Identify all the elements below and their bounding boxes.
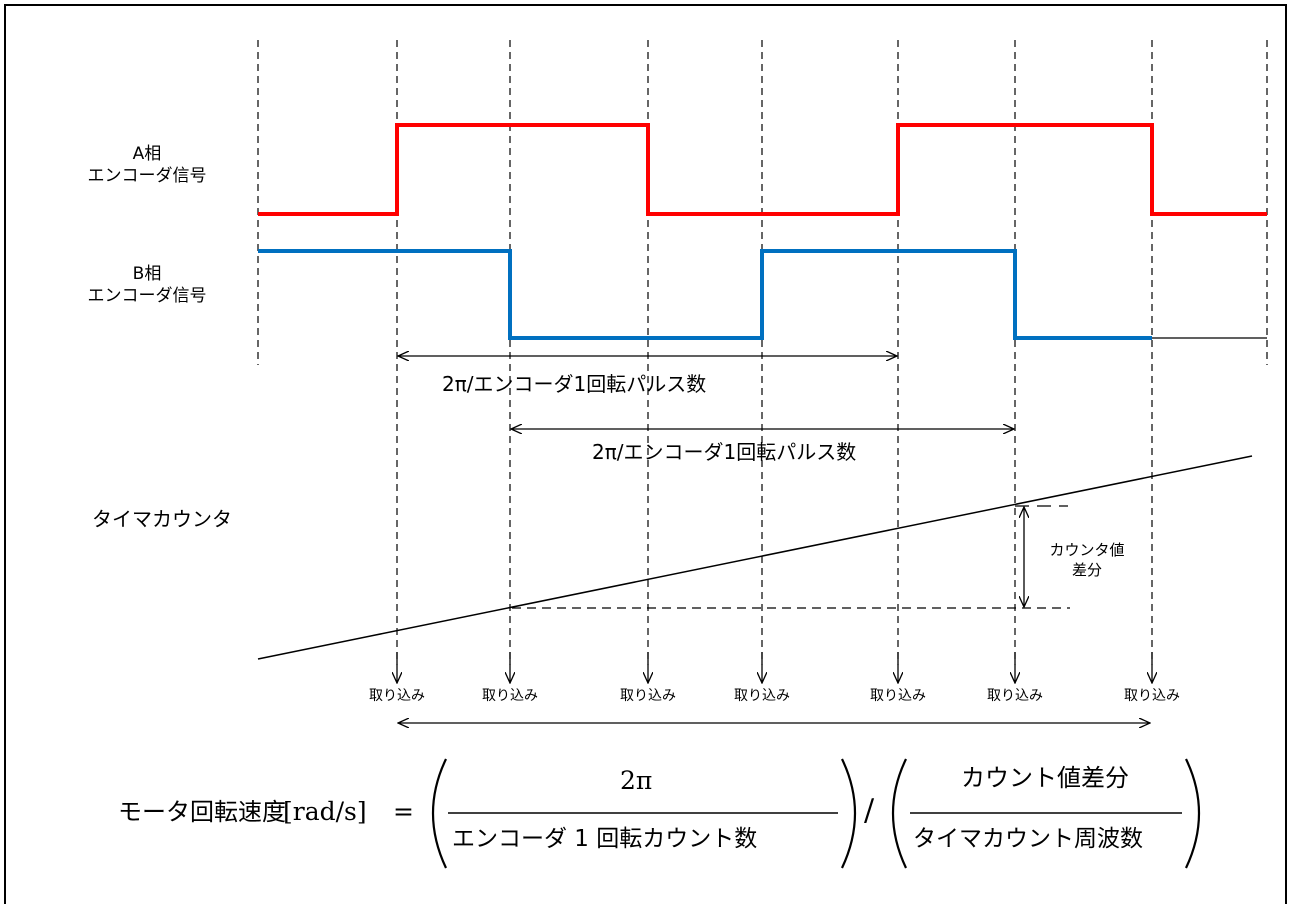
capture-label: 取り込み xyxy=(987,688,1043,704)
capture-label: 取り込み xyxy=(1124,688,1180,704)
capture-label: 取り込み xyxy=(369,688,425,704)
phase-a-desc: エンコーダ信号 xyxy=(87,166,207,187)
phase-b-label: B相 エンコーダ信号 xyxy=(72,263,222,307)
diagram-border xyxy=(4,4,1287,904)
capture-label: 取り込み xyxy=(482,688,538,704)
formula-numerator-1: 2π xyxy=(620,766,653,795)
phase-b-desc: エンコーダ信号 xyxy=(87,286,207,307)
formula-equals: = xyxy=(393,797,414,826)
counter-diff-label: カウンタ値 差分 xyxy=(1032,540,1142,581)
formula-denominator-2: タイマカウント周波数 xyxy=(913,826,1143,852)
phase-a-waveform xyxy=(258,123,1267,216)
capture-arrows xyxy=(397,652,1152,683)
formula-divide: / xyxy=(864,793,875,828)
phase-a-name: A相 xyxy=(132,144,162,164)
phase-b-period-label: 2π/エンコーダ1回転パルス数 xyxy=(592,440,857,464)
formula-denominator-1: エンコーダ 1 回転カウント数 xyxy=(452,826,758,852)
phase-a-period-label: 2π/エンコーダ1回転パルス数 xyxy=(442,372,707,396)
phase-b-waveform xyxy=(258,249,1152,340)
formula-lhs: モータ回転速度 xyxy=(118,798,286,826)
counter-diff-line1: カウンタ値 xyxy=(1049,541,1125,559)
capture-label: 取り込み xyxy=(870,688,926,704)
formula-unit: [rad/s] xyxy=(283,797,367,826)
phase-b-name: B相 xyxy=(132,264,162,284)
counter-diff-line2: 差分 xyxy=(1071,561,1102,580)
close-paren-2 xyxy=(1185,758,1200,869)
open-paren-1 xyxy=(432,758,447,869)
phase-a-label: A相 エンコーダ信号 xyxy=(72,143,222,187)
timer-counter-ramp xyxy=(257,455,1253,660)
formula-numerator-2: カウント値差分 xyxy=(961,764,1129,792)
open-paren-2 xyxy=(892,758,907,869)
capture-label: 取り込み xyxy=(620,688,676,704)
close-paren-1 xyxy=(841,758,856,869)
timer-counter-label: タイマカウンタ xyxy=(92,507,232,531)
capture-label: 取り込み xyxy=(734,688,790,704)
formula-graphics xyxy=(432,758,1200,869)
